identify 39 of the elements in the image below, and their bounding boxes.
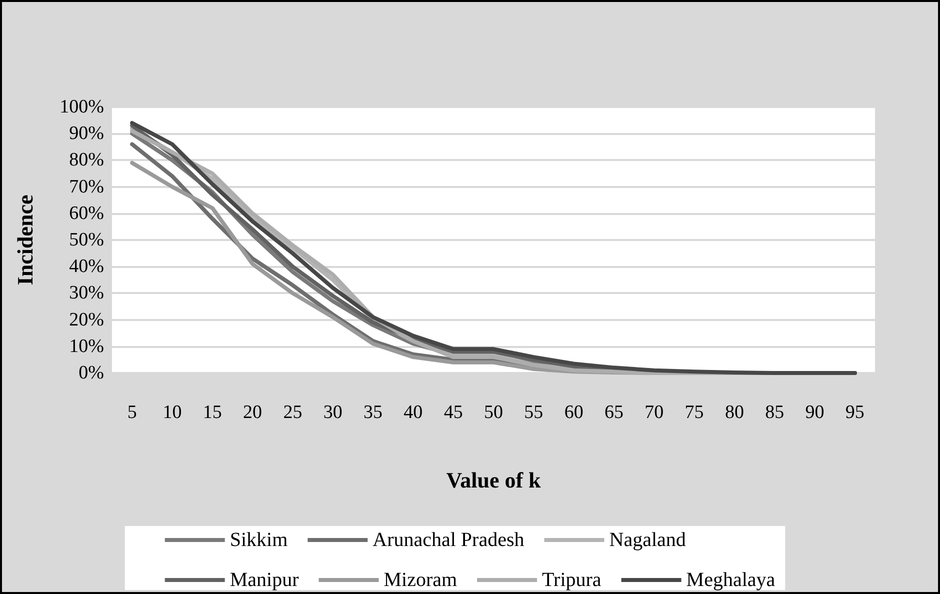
x-tick-label: 45	[444, 402, 463, 423]
x-tick-label: 85	[765, 402, 784, 423]
y-tick-label: 30%	[69, 282, 104, 304]
legend-label: Nagaland	[609, 529, 686, 551]
x-tick-label: 75	[684, 402, 704, 423]
x-axis-title: Value of k	[446, 468, 542, 492]
x-tick-label: 25	[283, 402, 302, 423]
x-tick-label: 40	[404, 402, 423, 423]
y-tick-label: 100%	[60, 96, 104, 118]
x-tick-label: 10	[162, 402, 182, 423]
x-tick-label: 90	[805, 402, 824, 423]
x-tick-label: 15	[202, 402, 222, 423]
y-axis-title: Incidence	[12, 194, 38, 286]
x-tick-label: 5	[127, 402, 137, 423]
x-tick-label: 95	[845, 402, 864, 423]
legend-label: Meghalaya	[686, 569, 776, 591]
y-tick-label: 70%	[69, 176, 104, 198]
x-tick-label: 80	[724, 402, 744, 423]
x-tick-label: 20	[243, 402, 262, 423]
y-tick-label: 80%	[69, 150, 104, 171]
legend-label: Mizoram	[384, 569, 458, 591]
x-tick-label: 50	[484, 402, 503, 423]
x-tick-label: 60	[564, 402, 584, 423]
y-tick-label: 10%	[69, 336, 104, 357]
y-tick-label: 20%	[69, 309, 104, 330]
y-tick-label: 60%	[69, 202, 104, 224]
y-tick-label: 40%	[69, 256, 104, 278]
y-tick-label: 0%	[78, 362, 104, 384]
legend-label: Sikkim	[230, 529, 288, 551]
x-tick-label: 70	[644, 402, 664, 423]
x-tick-label: 55	[524, 402, 544, 423]
legend-label: Manipur	[230, 569, 300, 591]
legend-label: Tripura	[542, 569, 602, 591]
legend-label: Arunachal Pradesh	[372, 529, 524, 551]
x-tick-label: 65	[604, 402, 624, 423]
y-tick-label: 50%	[69, 230, 104, 250]
x-tick-label: 35	[364, 402, 383, 423]
x-tick-label: 30	[323, 402, 342, 423]
y-tick-label: 90%	[69, 123, 104, 144]
